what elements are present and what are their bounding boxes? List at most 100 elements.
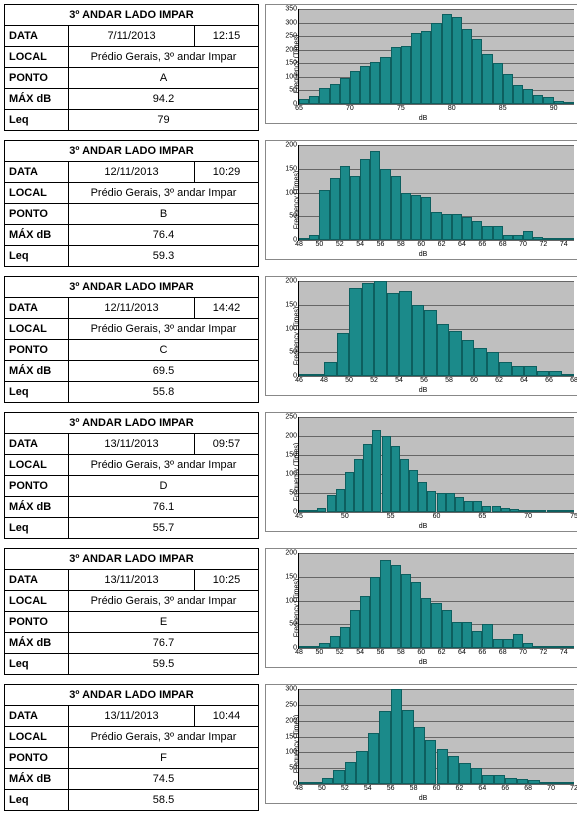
- x-tick: 50: [318, 784, 326, 792]
- measurement-info-table: 3º ANDAR LADO IMPAR DATA 13/11/2013 09:5…: [4, 412, 259, 539]
- x-tick: 60: [417, 648, 425, 656]
- y-tick: 150: [285, 60, 299, 67]
- histogram-bar: [472, 631, 482, 648]
- y-tick: 100: [285, 597, 299, 604]
- y-tick: 300: [285, 686, 299, 693]
- histogram-bar: [350, 176, 360, 240]
- grid-line: [299, 601, 574, 602]
- label-maxdb: MÁX dB: [5, 633, 69, 654]
- measurement-row: 3º ANDAR LADO IMPAR DATA 12/11/2013 14:4…: [4, 276, 577, 403]
- measurement-row: 3º ANDAR LADO IMPAR DATA 13/11/2013 09:5…: [4, 412, 577, 539]
- date-cell: 13/11/2013: [69, 434, 195, 455]
- histogram-bar: [533, 646, 543, 648]
- label-leq: Leq: [5, 246, 69, 267]
- histogram-bar: [462, 217, 472, 240]
- x-tick: 72: [540, 240, 548, 248]
- plot-area: 050100150200464850525456586062646668: [298, 281, 574, 377]
- grid-line: [299, 281, 574, 282]
- label-maxdb: MÁX dB: [5, 225, 69, 246]
- label-ponto: PONTO: [5, 612, 69, 633]
- title-cell: 3º ANDAR LADO IMPAR: [5, 549, 259, 570]
- y-tick: 150: [285, 301, 299, 308]
- histogram-bar: [411, 582, 421, 649]
- leq-cell: 59.5: [69, 654, 259, 675]
- histogram-bar: [462, 29, 472, 104]
- grid-line: [299, 436, 574, 437]
- histogram-bar: [391, 47, 401, 104]
- histogram-bar: [565, 510, 574, 512]
- x-tick: 60: [417, 240, 425, 248]
- histogram-bar: [421, 598, 431, 648]
- plot-area: 050100150200250300350657075808590: [298, 9, 574, 105]
- histogram-bar: [523, 89, 533, 104]
- histogram-bar: [411, 33, 421, 104]
- histogram-bar: [482, 226, 492, 240]
- y-tick: 200: [285, 717, 299, 724]
- histogram-bar: [547, 510, 556, 512]
- histogram-bar: [551, 782, 562, 784]
- y-tick: 250: [285, 701, 299, 708]
- x-tick: 54: [364, 784, 372, 792]
- label-local: LOCAL: [5, 183, 69, 204]
- x-tick: 60: [433, 512, 441, 520]
- ponto-cell: D: [69, 476, 259, 497]
- maxdb-cell: 69.5: [69, 361, 259, 382]
- histogram-bar: [330, 178, 340, 240]
- label-ponto: PONTO: [5, 476, 69, 497]
- histogram-bar: [402, 710, 413, 784]
- x-axis-label: dB: [419, 523, 428, 530]
- label-data: DATA: [5, 706, 69, 727]
- x-tick: 80: [448, 104, 456, 112]
- label-maxdb: MÁX dB: [5, 89, 69, 110]
- time-cell: 12:15: [195, 26, 259, 47]
- histogram-bar: [537, 510, 546, 512]
- histogram-bar: [424, 310, 437, 377]
- histogram-bar: [513, 634, 523, 648]
- histogram-bar: [401, 46, 411, 104]
- histogram-bar: [345, 762, 356, 784]
- histogram-bar: [452, 17, 462, 104]
- y-tick: 50: [289, 765, 299, 772]
- x-tick: 65: [295, 104, 303, 112]
- x-tick: 70: [346, 104, 354, 112]
- histogram-bar: [528, 780, 539, 784]
- label-leq: Leq: [5, 790, 69, 811]
- date-cell: 7/11/2013: [69, 26, 195, 47]
- histogram-bar: [370, 151, 380, 240]
- label-leq: Leq: [5, 110, 69, 131]
- local-cell: Prédio Gerais, 3º andar Impar: [69, 47, 259, 68]
- histogram-bar: [442, 214, 452, 240]
- histogram-bar: [374, 281, 387, 376]
- histogram-bar: [464, 501, 473, 512]
- histogram-bar: [427, 491, 436, 512]
- histogram-bar: [309, 235, 319, 240]
- y-tick: 100: [285, 189, 299, 196]
- histogram-bar: [299, 374, 312, 376]
- histogram-bar: [370, 62, 380, 104]
- plot-area: 0501001502004850525456586062646668707274: [298, 145, 574, 241]
- histogram-bar: [563, 782, 574, 784]
- histogram-bar: [333, 770, 344, 784]
- ponto-cell: C: [69, 340, 259, 361]
- y-tick: 200: [285, 278, 299, 285]
- histogram-bar: [543, 646, 553, 648]
- x-tick: 68: [499, 648, 507, 656]
- histogram-bar: [543, 238, 553, 240]
- local-cell: Prédio Gerais, 3º andar Impar: [69, 727, 259, 748]
- maxdb-cell: 76.4: [69, 225, 259, 246]
- y-tick: 50: [289, 213, 299, 220]
- grid-line: [299, 689, 574, 690]
- x-axis-label: dB: [419, 659, 428, 666]
- y-tick: 350: [285, 6, 299, 13]
- measurement-row: 3º ANDAR LADO IMPAR DATA 12/11/2013 10:2…: [4, 140, 577, 267]
- plot-area: 0501001502004850525456586062646668707274: [298, 553, 574, 649]
- histogram-bar: [391, 689, 402, 784]
- histogram-bar: [564, 646, 574, 648]
- y-tick: 100: [285, 471, 299, 478]
- histogram-bar: [400, 459, 409, 512]
- label-ponto: PONTO: [5, 204, 69, 225]
- x-tick: 70: [519, 240, 527, 248]
- histogram-bar: [499, 362, 512, 376]
- maxdb-cell: 76.1: [69, 497, 259, 518]
- label-ponto: PONTO: [5, 68, 69, 89]
